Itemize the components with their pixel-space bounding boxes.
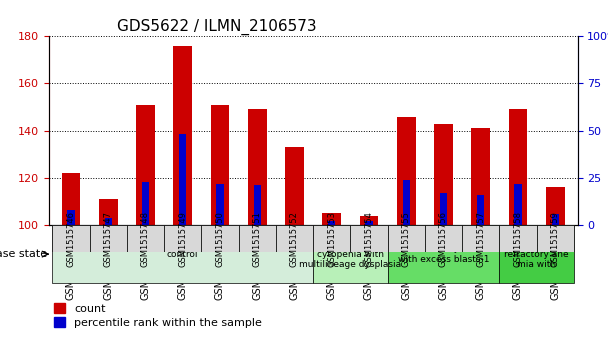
Bar <box>61 173 80 225</box>
Bar <box>179 134 187 225</box>
FancyBboxPatch shape <box>388 225 425 252</box>
Bar <box>434 123 453 225</box>
Text: GDS5622 / ILMN_2106573: GDS5622 / ILMN_2106573 <box>117 19 317 35</box>
FancyBboxPatch shape <box>238 225 276 252</box>
Bar <box>105 217 112 225</box>
Text: GSM1515753: GSM1515753 <box>327 211 336 267</box>
Bar <box>360 216 378 225</box>
Legend: count, percentile rank within the sample: count, percentile rank within the sample <box>54 303 262 328</box>
Bar <box>142 182 149 225</box>
Bar <box>397 117 415 225</box>
Text: GSM1515758: GSM1515758 <box>514 211 522 267</box>
Text: GSM1515756: GSM1515756 <box>439 211 448 267</box>
Text: GSM1515751: GSM1515751 <box>253 211 261 266</box>
Text: GSM1515746: GSM1515746 <box>66 211 75 267</box>
Text: GSM1515752: GSM1515752 <box>290 211 299 266</box>
FancyBboxPatch shape <box>425 225 462 252</box>
Bar <box>440 193 447 225</box>
Text: MDS
refractory ane
mia with: MDS refractory ane mia with <box>504 239 569 269</box>
Bar <box>471 128 490 225</box>
Bar <box>211 105 229 225</box>
Bar <box>328 221 336 225</box>
Bar <box>551 214 559 225</box>
Text: GSM1515757: GSM1515757 <box>476 211 485 267</box>
Bar <box>254 185 261 225</box>
FancyBboxPatch shape <box>313 225 350 252</box>
Bar <box>477 195 485 225</box>
FancyBboxPatch shape <box>537 225 574 252</box>
Bar <box>285 147 304 225</box>
Text: GSM1515750: GSM1515750 <box>215 211 224 266</box>
Text: GSM1515747: GSM1515747 <box>104 211 112 267</box>
FancyBboxPatch shape <box>462 225 499 252</box>
Bar <box>402 180 410 225</box>
Bar <box>365 221 373 225</box>
Text: MDS refractory
cytopenia with
multilineage dysplasia: MDS refractory cytopenia with multilinea… <box>299 239 401 269</box>
FancyBboxPatch shape <box>201 225 238 252</box>
Bar <box>509 109 527 225</box>
Text: control: control <box>167 250 198 258</box>
Bar <box>216 184 224 225</box>
FancyBboxPatch shape <box>499 225 537 252</box>
Bar <box>136 105 155 225</box>
Text: GSM1515759: GSM1515759 <box>551 211 560 266</box>
FancyBboxPatch shape <box>52 225 89 252</box>
FancyBboxPatch shape <box>499 225 574 283</box>
Text: MDS refractory anemia
with excess blasts-1: MDS refractory anemia with excess blasts… <box>391 244 496 264</box>
FancyBboxPatch shape <box>89 225 127 252</box>
FancyBboxPatch shape <box>313 225 388 283</box>
Bar <box>248 109 266 225</box>
FancyBboxPatch shape <box>52 225 313 283</box>
Text: GSM1515749: GSM1515749 <box>178 211 187 266</box>
Text: GSM1515754: GSM1515754 <box>365 211 373 266</box>
FancyBboxPatch shape <box>127 225 164 252</box>
Bar <box>67 210 75 225</box>
Text: disease state: disease state <box>0 249 47 259</box>
FancyBboxPatch shape <box>350 225 388 252</box>
FancyBboxPatch shape <box>276 225 313 252</box>
FancyBboxPatch shape <box>164 225 201 252</box>
Bar <box>99 199 117 225</box>
Bar <box>173 46 192 225</box>
Text: GSM1515748: GSM1515748 <box>141 211 150 267</box>
FancyBboxPatch shape <box>388 225 499 283</box>
Bar <box>322 213 341 225</box>
Text: GSM1515755: GSM1515755 <box>402 211 411 266</box>
Bar <box>546 187 565 225</box>
Bar <box>514 184 522 225</box>
